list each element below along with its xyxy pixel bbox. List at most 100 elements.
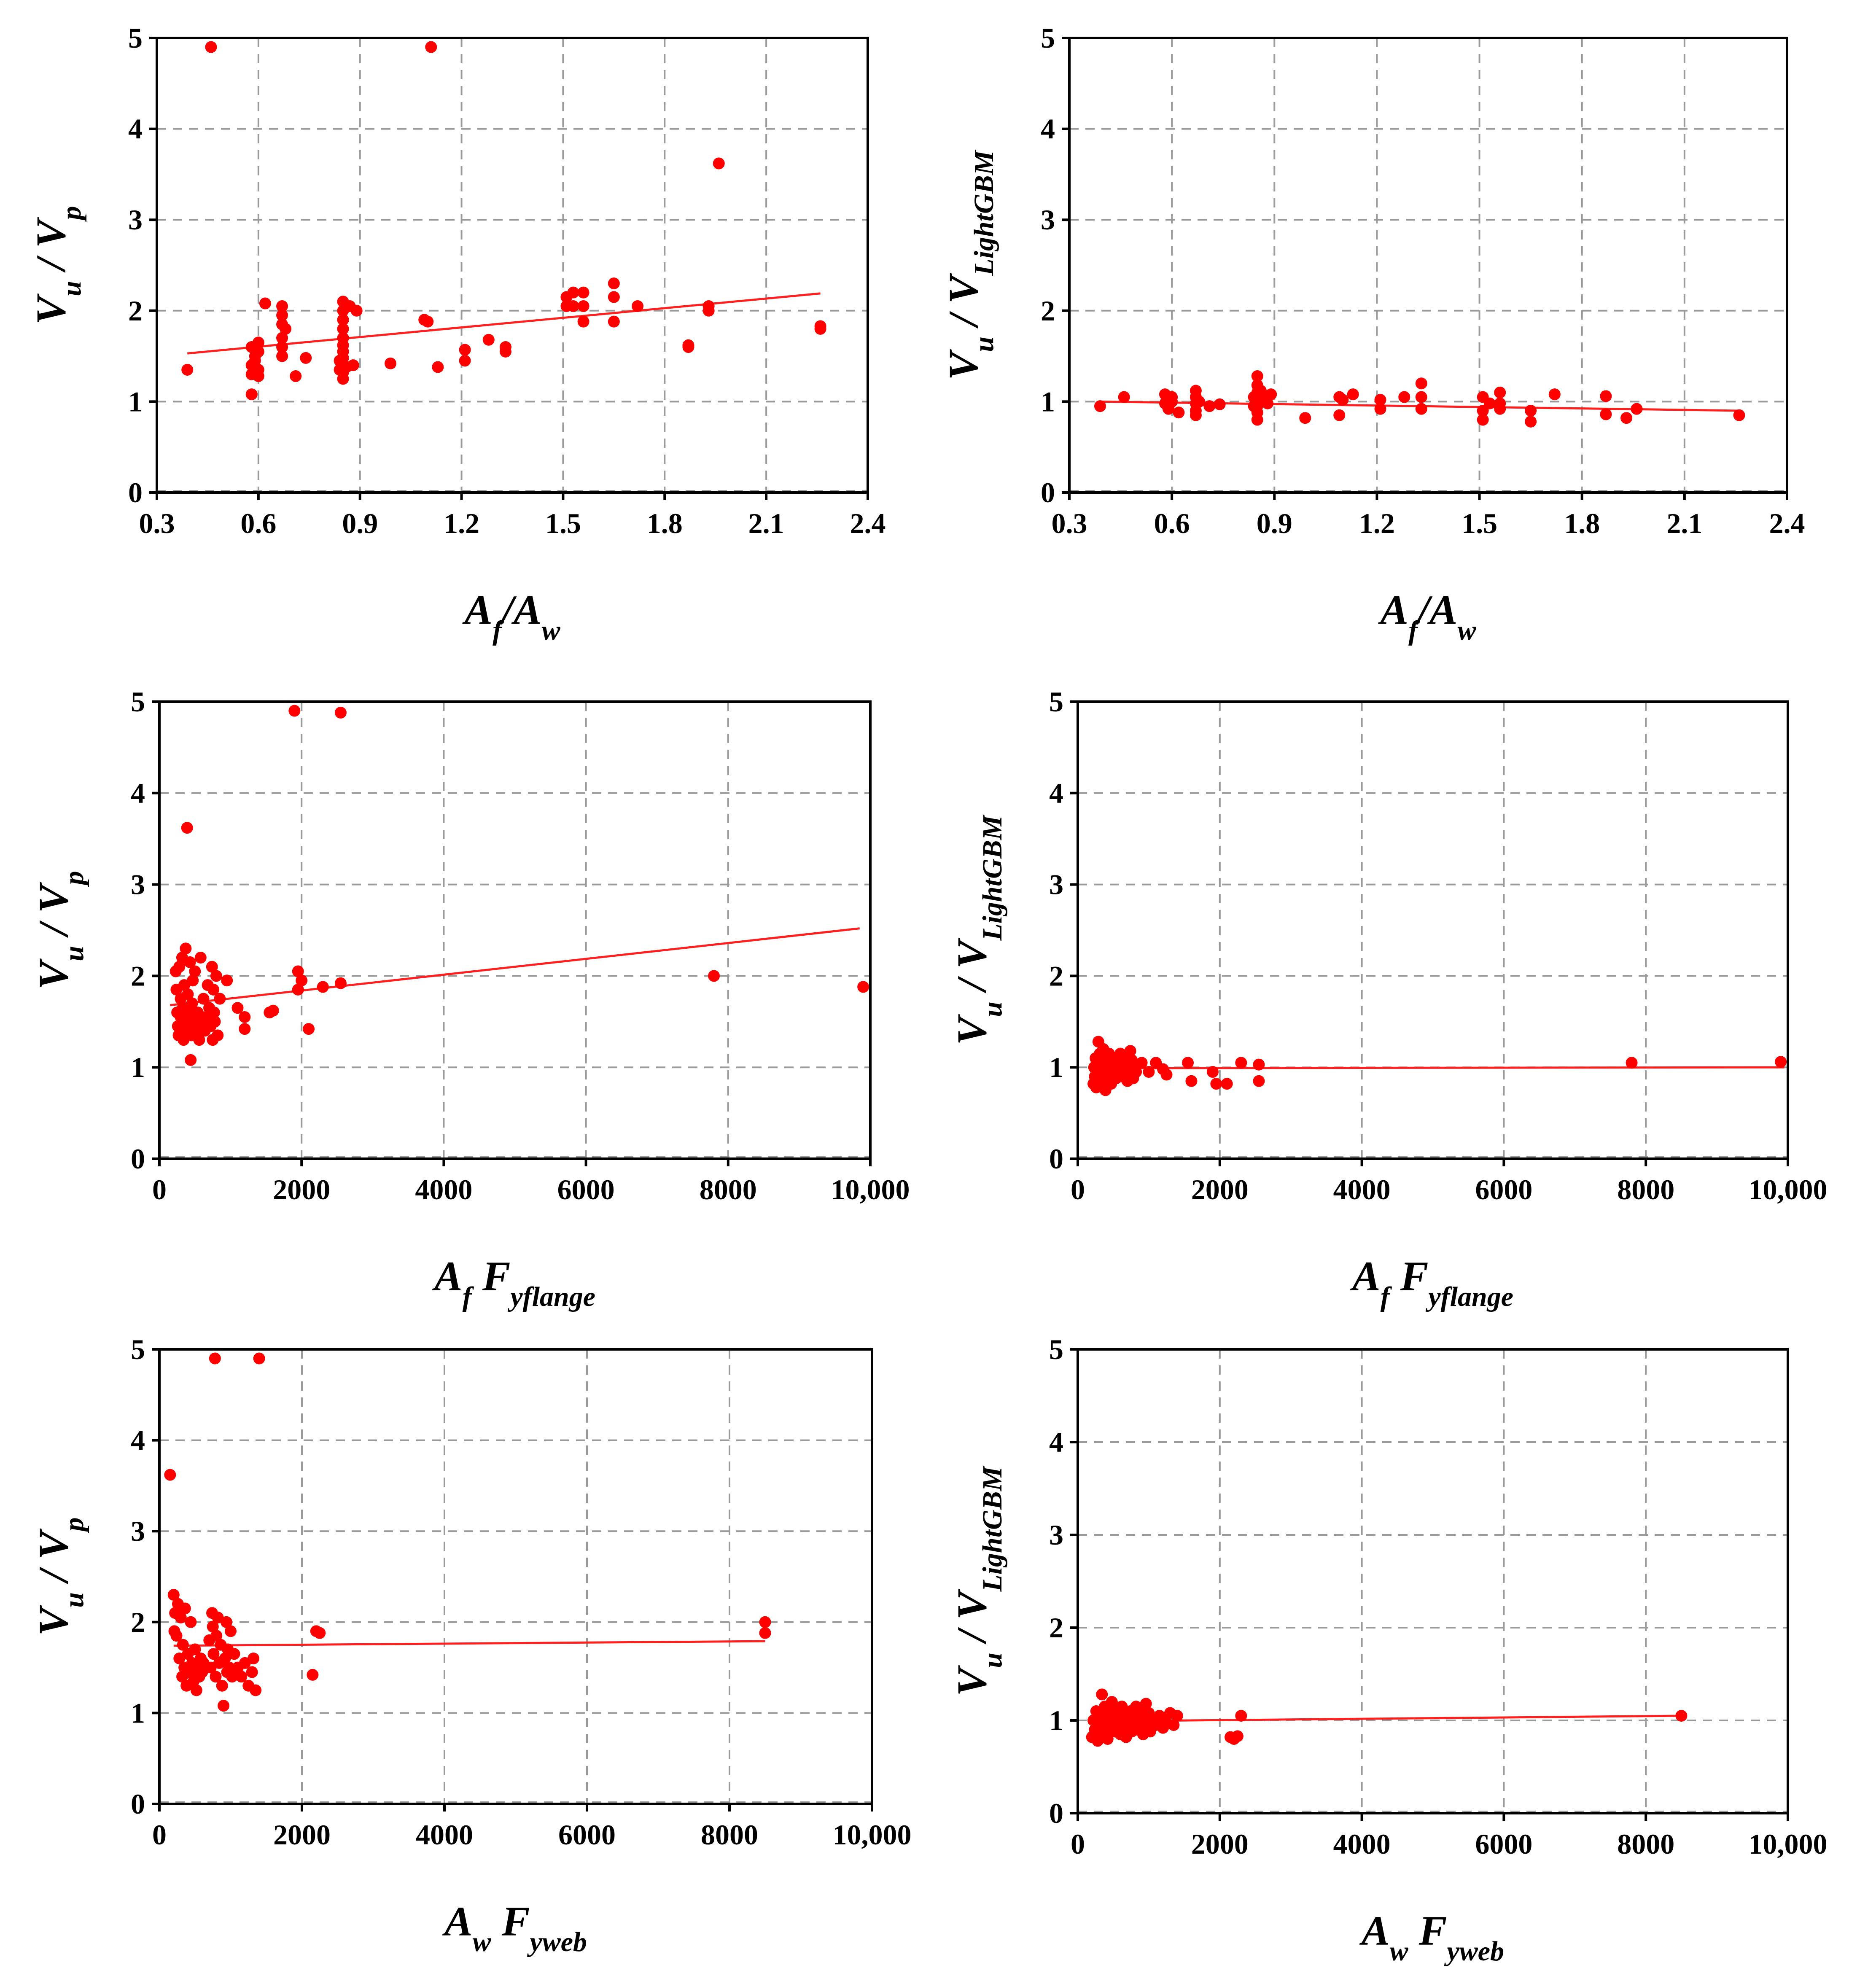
y-tick-label: 0 [128,476,143,509]
data-point [1124,1045,1136,1057]
x-tick-label: 0.3 [139,507,175,539]
x-tick-label: 4000 [416,1819,473,1851]
data-point [1415,377,1427,390]
data-point [1631,403,1643,415]
y-axis-label: Vu / VLightGBM [948,814,1008,1045]
data-point [1253,1058,1265,1071]
data-point [1600,408,1612,420]
label-subscript: yflange [507,1281,595,1312]
x-tick-label: 10,000 [833,1819,912,1851]
data-point [225,1625,237,1637]
y-axis-label: Vu / VLightGBM [948,1465,1008,1696]
label-subscript: u [59,946,89,961]
y-tick-label: 4 [1049,1426,1063,1458]
label-subscript: u [977,1001,1008,1017]
data-point [577,315,589,328]
data-point [1166,396,1178,408]
data-point [252,336,264,349]
x-tick-label: 1.2 [1359,507,1395,539]
label-part: / V [30,882,77,946]
x-tick-label: 2.4 [1769,507,1805,539]
y-tick-label: 2 [1049,960,1063,992]
data-point [334,977,347,989]
x-tick-label: 8000 [700,1174,757,1206]
panel-af-fyflange-vp: 0 1 2 3 4 5 0 2000 4000 6000 8000 10,000 Af Fyflange… [30,686,910,1312]
x-tick-label: 8000 [1617,1828,1674,1860]
data-point [1203,400,1216,412]
data-point [253,1352,265,1365]
data-point [249,355,261,367]
data-point [209,1352,221,1365]
data-point [226,1671,238,1683]
data-point [814,320,826,332]
y-tick-label: 1 [131,1051,145,1083]
data-point [1374,403,1386,415]
data-point [207,1620,219,1633]
data-point [179,1602,191,1615]
data-point [210,1630,223,1642]
data-point [207,1648,220,1660]
data-point [228,1648,240,1660]
x-tick-label: 0 [1071,1174,1085,1206]
data-point [1143,1066,1155,1078]
label-part: V [27,293,74,324]
data-point [1483,397,1496,409]
x-tick-label: 10,000 [1749,1828,1828,1860]
y-tick-label: 3 [131,1515,145,1547]
data-point [713,157,725,170]
data-point [1190,409,1202,421]
data-point [231,1002,244,1014]
label-part: V [30,958,77,989]
data-point [197,993,210,1005]
data-point [337,323,349,335]
x-tick-label: 1.5 [1462,507,1497,539]
y-axis-label: Vu / Vp [27,206,87,325]
data-point [1185,1075,1198,1087]
data-point [317,981,329,993]
x-tick-label: 4000 [1333,1828,1391,1860]
data-point [248,1653,260,1665]
data-point [1101,1733,1114,1745]
data-point [239,1023,251,1035]
x-axis-label: Af/Aw [1378,587,1476,646]
data-point [567,300,579,312]
data-point [300,352,312,364]
y-tick-label: 4 [128,113,143,145]
data-point [577,286,589,299]
data-point [1118,391,1130,403]
data-point [276,341,288,353]
panel-aw-fyweb-lightgbm: 0 1 2 3 4 5 0 2000 4000 6000 8000 10,000 Aw Fyweb Vu … [948,1333,1828,1967]
data-point [759,1627,771,1639]
data-point [1347,388,1359,401]
data-point [1337,394,1349,406]
x-tick-label: 1.5 [545,507,581,539]
panel-af-aw-vp: 0 1 2 3 4 5 0.3 0.6 0.9 1.2 1.5 1.8 2.1 2.4 Af/Aw Vu / … [27,22,886,646]
x-tick-label: 8000 [1617,1174,1674,1206]
y-tick-label: 3 [128,204,143,236]
data-point [425,41,437,53]
data-point [1398,391,1410,403]
y-tick-label: 5 [128,22,143,54]
x-tick-label: 4000 [1333,1174,1391,1206]
data-point [1620,412,1633,424]
label-subscript: p [59,1518,89,1534]
data-point [182,988,194,1000]
data-point [245,388,258,401]
y-tick-label: 3 [1049,869,1063,901]
data-point [235,1671,248,1683]
y-tick-label: 4 [131,777,145,809]
data-point [1160,1069,1173,1081]
data-point [1096,1688,1108,1701]
data-point [1235,1710,1247,1722]
data-point [173,961,186,973]
data-point [459,344,471,356]
data-point [276,309,288,321]
label-subscript: w [542,615,561,646]
y-tick-label: 1 [1041,385,1055,417]
data-point [185,1616,197,1628]
data-point [170,1630,183,1642]
label-subscript: u [977,1653,1008,1668]
data-point [1626,1057,1638,1069]
y-tick-label: 2 [1041,295,1055,327]
x-tick-label: 0 [152,1819,167,1851]
